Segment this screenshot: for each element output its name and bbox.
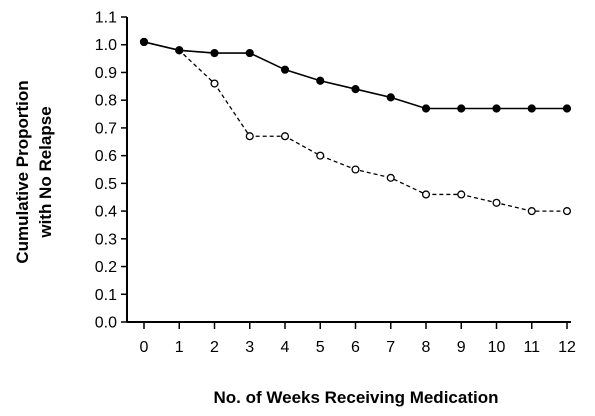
y-axis-title: Cumulative Proportion with No Relapse <box>13 80 55 263</box>
x-tick-label: 7 <box>386 339 395 356</box>
x-tick-label: 0 <box>140 339 149 356</box>
data-point <box>245 48 254 58</box>
x-tick-label: 6 <box>351 339 360 356</box>
data-point <box>457 104 466 113</box>
x-tick-label: 5 <box>316 339 325 356</box>
data-point <box>280 132 290 141</box>
data-point <box>316 151 325 160</box>
data-point <box>175 46 184 55</box>
series-layer <box>139 37 572 216</box>
y-tick-label: 0.4 <box>95 204 117 221</box>
x-axis-ticks: 0 1 2 3 4 5 6 7 8 9 10 11 12 <box>140 322 576 356</box>
data-point <box>386 173 395 182</box>
y-tick-label: 0.7 <box>95 120 117 137</box>
y-tick-label: 0.0 <box>95 315 117 332</box>
x-tick-label: 8 <box>422 339 431 356</box>
series-dashed <box>139 37 572 216</box>
data-point <box>280 65 290 74</box>
data-point <box>457 190 466 199</box>
x-tick-label: 3 <box>245 339 254 356</box>
axes <box>126 17 571 323</box>
y-tick-label: 0.3 <box>95 231 117 248</box>
data-point <box>421 190 431 199</box>
x-tick-label: 4 <box>281 339 290 356</box>
x-tick-label: 1 <box>175 339 184 356</box>
data-point <box>351 84 360 94</box>
y-tick-label: 0.9 <box>95 65 117 82</box>
y-axis-title-line-2: with No Relapse <box>36 106 55 238</box>
data-point <box>492 198 501 207</box>
data-point <box>210 48 219 58</box>
data-point <box>351 165 360 174</box>
y-tick-label: 1.1 <box>95 10 117 27</box>
y-tick-label: 0.8 <box>95 93 117 110</box>
x-tick-label: 2 <box>210 339 219 356</box>
data-point <box>139 37 149 47</box>
y-axis-title-line-1: Cumulative Proportion <box>13 80 32 263</box>
y-tick-label: 0.6 <box>95 148 117 165</box>
y-tick-label: 1.0 <box>95 37 117 54</box>
series-solid <box>139 37 572 113</box>
data-point <box>562 207 572 216</box>
data-point <box>527 104 536 113</box>
data-point <box>316 76 325 85</box>
series-line <box>143 41 567 212</box>
data-point <box>527 207 536 216</box>
data-point <box>492 104 501 113</box>
data-point <box>386 93 395 102</box>
x-tick-label: 12 <box>558 339 576 356</box>
y-tick-label: 0.1 <box>95 287 117 304</box>
y-tick-label: 0.2 <box>95 259 117 276</box>
data-point <box>562 104 572 113</box>
y-axis-ticks: 0.0 0.1 0.2 0.3 0.4 0.5 0.6 0.7 0.8 0.9 1.0 1.1 <box>95 10 127 332</box>
series-line <box>143 41 567 110</box>
x-tick-label: 11 <box>523 339 540 356</box>
x-tick-label: 9 <box>457 339 466 356</box>
x-axis-title: No. of Weeks Receiving Medication <box>214 388 499 407</box>
x-tick-label: 10 <box>488 339 506 356</box>
data-point <box>421 104 431 113</box>
data-point <box>245 132 254 141</box>
y-tick-label: 0.5 <box>95 176 117 193</box>
data-point <box>210 79 219 88</box>
